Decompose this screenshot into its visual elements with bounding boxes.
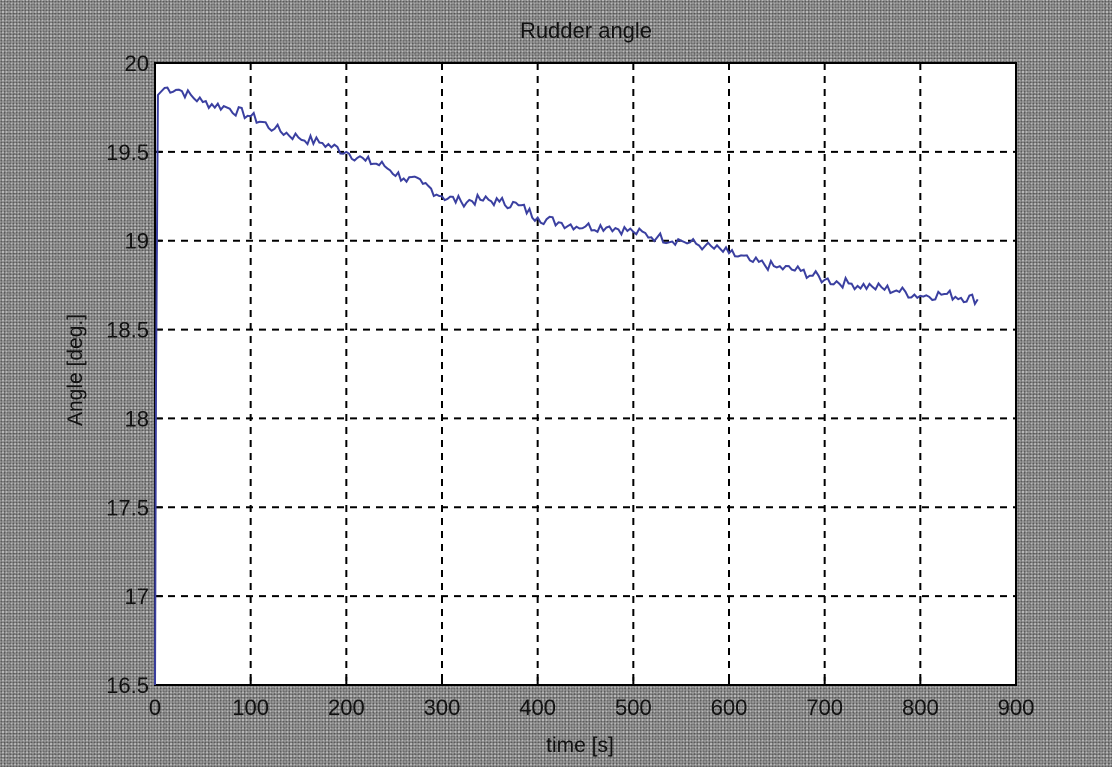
y-tick-label: 20: [125, 51, 149, 76]
x-tick-label: 300: [424, 695, 461, 720]
x-tick-label: 400: [519, 695, 556, 720]
x-tick-label: 600: [711, 695, 748, 720]
y-tick-label: 19: [125, 229, 149, 254]
y-tick-label: 19.5: [106, 140, 149, 165]
x-axis-label: time [s]: [546, 734, 614, 757]
plot-area: [155, 63, 1016, 685]
x-tick-label: 500: [615, 695, 652, 720]
x-tick-label: 200: [328, 695, 365, 720]
y-tick-label: 16.5: [106, 673, 149, 698]
x-tick-label: 800: [902, 695, 939, 720]
y-tick-label: 17.5: [106, 495, 149, 520]
y-tick-label: 17: [125, 584, 149, 609]
x-tick-labels: 0 100 200 300 400 500 600 700 800 900: [149, 695, 1034, 720]
x-tick-label: 700: [806, 695, 843, 720]
y-tick-label: 18: [125, 406, 149, 431]
y-tick-label: 18.5: [106, 318, 149, 343]
chart-title: Rudder angle: [520, 18, 652, 43]
y-tick-labels: 16.5 17 17.5 18 18.5 19 19.5 20: [106, 51, 149, 698]
x-tick-label: 900: [998, 695, 1035, 720]
x-tick-label: 100: [232, 695, 269, 720]
x-tick-label: 0: [149, 695, 161, 720]
y-axis-label: Angle [deg.]: [64, 314, 87, 426]
